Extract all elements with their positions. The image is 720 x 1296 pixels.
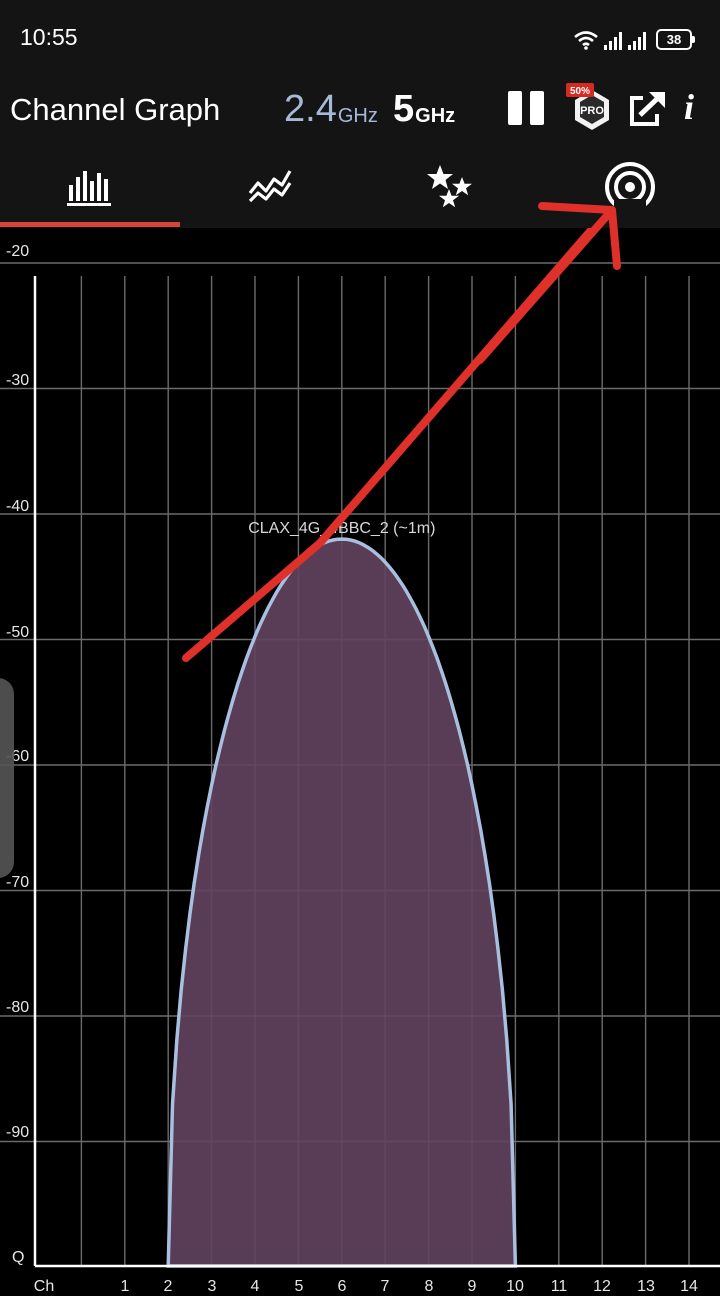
x-tick-label: 8 [424, 1278, 434, 1295]
tab-channel-graph[interactable] [0, 150, 180, 224]
x-tick-label: 14 [680, 1278, 698, 1295]
x-tick-label: 5 [294, 1278, 304, 1295]
y-tick-label: -40 [6, 498, 30, 515]
y-tick-label: -70 [6, 874, 30, 891]
page-title: Channel Graph [10, 92, 221, 127]
network-signal-curve [166, 537, 518, 1268]
tab-channel-rating[interactable] [360, 150, 540, 224]
signal-icon-2 [628, 30, 646, 50]
x-tick-label: 7 [380, 1278, 390, 1295]
side-drawer-handle[interactable] [0, 678, 14, 878]
status-bar: 10:55 38 [0, 0, 720, 72]
x-tick-label: 12 [593, 1278, 611, 1295]
band-2-4-value: 2.4 [284, 88, 337, 130]
bar-graph-icon [67, 171, 111, 206]
pro-discount-text: 50% [570, 86, 590, 97]
y-tick-label: -50 [6, 624, 30, 641]
y-tick-label: -80 [6, 999, 30, 1016]
broadcast-icon [605, 162, 655, 213]
pro-badge-text: PRO [580, 105, 604, 117]
x-tick-label: 1 [120, 1278, 130, 1295]
battery-icon: 38 [656, 29, 695, 50]
wifi-icon [574, 31, 598, 50]
x-tick-label: 6 [337, 1278, 347, 1295]
export-button[interactable] [627, 90, 667, 128]
signal-icon [604, 30, 622, 50]
stars-icon [427, 165, 472, 208]
y-bottom-label: Q [12, 1249, 25, 1266]
status-time: 10:55 [20, 24, 78, 50]
x-tick-label: 4 [250, 1278, 260, 1295]
y-tick-label: -20 [6, 243, 30, 260]
pro-upgrade-button[interactable]: PRO 50% [566, 82, 616, 132]
channel-graph-chart: CLAX_4G_4BBC_2 (~1m) -20 -30 -40 -50 -60… [0, 228, 720, 1295]
x-tick-label: 3 [207, 1278, 217, 1295]
channel-graph-svg: CLAX_4G_4BBC_2 (~1m) [0, 228, 720, 1268]
network-label: CLAX_4G_4BBC_2 (~1m) [248, 520, 435, 537]
tab-time-graph[interactable] [180, 150, 360, 224]
band-2-4-unit: GHz [337, 105, 378, 127]
band-5-unit: GHz [415, 105, 456, 127]
status-icons: 38 [574, 24, 695, 50]
export-icon [630, 92, 665, 126]
band-5ghz-toggle[interactable]: 5 GHz [393, 88, 455, 131]
x-axis-label: Ch [33, 1278, 55, 1295]
app-bar: Channel Graph 2.4 GHz 5 GHz PRO 50% i [0, 72, 720, 228]
pause-button[interactable] [506, 90, 546, 126]
active-tab-indicator [0, 222, 180, 227]
x-tick-label: 13 [637, 1278, 655, 1295]
info-button[interactable]: i [684, 87, 695, 127]
pause-icon [508, 91, 544, 125]
x-tick-label: 2 [163, 1278, 173, 1295]
band-5-value: 5 [393, 88, 415, 130]
x-tick-label: 11 [550, 1278, 568, 1295]
y-tick-label: -30 [6, 372, 30, 389]
y-tick-label: -90 [6, 1124, 30, 1141]
band-2-4ghz-toggle[interactable]: 2.4 GHz [284, 88, 378, 131]
tab-access-points[interactable] [540, 150, 720, 224]
pro-badge-icon: PRO 50% [566, 83, 609, 130]
x-tick-label: 10 [506, 1278, 524, 1295]
x-tick-label: 9 [467, 1278, 477, 1295]
time-graph-icon [248, 170, 292, 203]
